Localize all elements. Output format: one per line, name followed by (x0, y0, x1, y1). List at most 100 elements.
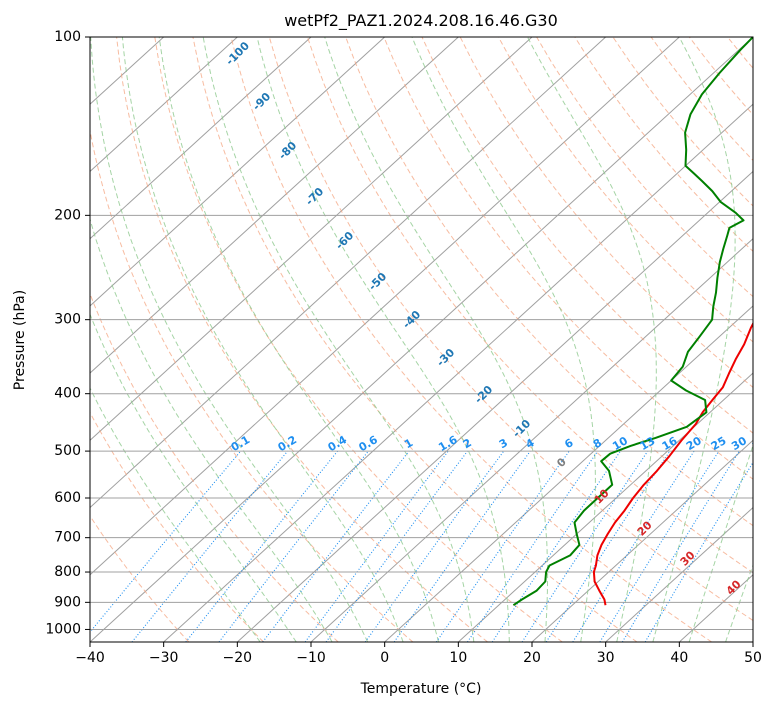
x-tick-label: 20 (523, 650, 541, 666)
x-tick-label: 0 (380, 650, 389, 666)
x-tick-label: 10 (449, 650, 467, 666)
dry-adiabat-line (307, 37, 753, 574)
dry-adiabat-label: -70 (303, 185, 326, 208)
y-tick-label: 700 (54, 530, 81, 546)
dry-adiabat-label: -90 (250, 90, 273, 113)
dry-adiabat-label: 20 (635, 518, 655, 538)
mixing-ratio-line (90, 450, 242, 633)
mixing-ratio-line (304, 450, 449, 642)
y-tick-label: 600 (54, 490, 81, 506)
moist-adiabat-line (725, 563, 753, 642)
y-tick-label: 200 (54, 207, 81, 223)
mixing-ratio-label: 3 (497, 436, 510, 451)
x-axis: −40 −30 −20 −10 0 10 20 30 40 50 (75, 642, 762, 666)
isotherm-line (90, 37, 386, 307)
x-tick-label: 40 (670, 650, 688, 666)
isotherm-line (90, 37, 680, 576)
isotherm-line (163, 103, 753, 642)
dry-adiabat-line (727, 37, 753, 69)
pressure-gridlines (90, 37, 753, 630)
isotherm-line (90, 37, 753, 642)
dry-adiabat-line (90, 515, 190, 642)
moist-adiabat-line (527, 37, 657, 642)
plot-frame (89, 36, 754, 643)
mixing-ratio-label: 10 (610, 434, 630, 453)
dry-adiabat-label: 40 (724, 577, 744, 597)
isotherm-line (531, 439, 753, 642)
moist-adiabat-line (652, 37, 736, 642)
dry-adiabat-line (497, 37, 753, 343)
dry-adiabat-line (90, 127, 414, 642)
isotherm-line (310, 237, 753, 642)
isotherm-line (752, 641, 753, 642)
y-tick-label: 500 (54, 443, 81, 459)
dry-adiabat-line (90, 292, 339, 642)
dry-adiabat-line (536, 37, 753, 298)
y-tick-label: 900 (54, 594, 81, 610)
mixing-ratio-label: 25 (709, 434, 729, 453)
dry-adiabat-line (268, 37, 753, 622)
moist-adiabat-line (90, 387, 261, 642)
mixing-ratio-line (131, 450, 289, 642)
y-tick-label: 100 (54, 29, 81, 45)
dry-adiabat-line (90, 411, 264, 642)
x-tick-label: −30 (149, 650, 179, 666)
dry-adiabat-line (421, 37, 753, 434)
dry-adiabat-label: -20 (472, 383, 495, 406)
dry-adiabat-line (116, 37, 488, 642)
isotherm-line (605, 506, 753, 642)
moist-adiabat-line (90, 217, 333, 642)
mixing-ratio-line (325, 450, 468, 642)
moist-adiabat-line (90, 313, 297, 642)
mixing-ratio-line (262, 450, 410, 642)
dry-adiabat-line (650, 37, 753, 162)
x-tick-label: 50 (744, 650, 762, 666)
temperature-profile (592, 321, 753, 606)
dewpoint-profile (512, 37, 753, 607)
moist-adiabat-line (90, 37, 369, 642)
mixing-ratio-line (572, 450, 695, 642)
isotherm-line (384, 305, 753, 642)
moist-adiabat-line (121, 37, 404, 642)
isotherm-line (90, 37, 607, 509)
dry-adiabat-line (574, 37, 753, 252)
mixing-ratio-line (491, 450, 621, 642)
x-tick-label: 30 (597, 650, 615, 666)
moist-adiabat-line (256, 37, 510, 642)
isotherm-line (457, 372, 753, 642)
dry-adiabat-label: 30 (678, 548, 698, 568)
moist-adiabat-line (202, 37, 475, 642)
y-axis-label: Pressure (hPa) (12, 290, 28, 390)
dry-adiabat-label: -50 (366, 270, 389, 293)
dry-adiabat-label: -60 (333, 229, 356, 252)
x-tick-label: −10 (296, 650, 326, 666)
dry-adiabat-line (192, 37, 638, 642)
mixing-ratio-line (364, 450, 505, 642)
moist-adiabat-line (688, 444, 753, 642)
moist-adiabat-line (324, 37, 549, 642)
mixing-ratio-line (521, 450, 649, 642)
isotherm-line (90, 37, 459, 374)
background-lines (90, 37, 775, 642)
mixing-ratio-label: 6 (562, 436, 575, 451)
mixing-ratio-line (185, 450, 339, 642)
mixing-ratio-line (435, 450, 570, 642)
dry-adiabat-line (230, 37, 712, 642)
mixing-ratio-line (218, 450, 369, 642)
mixing-ratio-label: 20 (684, 434, 704, 453)
mixing-ratio-line (621, 450, 740, 642)
chart-title: wetPf2_PAZ1.2024.208.16.46.G30 (284, 11, 558, 31)
mixing-ratio-line (545, 450, 671, 642)
mixing-ratio-line (644, 461, 753, 642)
moist-adiabat-line (158, 37, 439, 642)
x-tick-label: −40 (75, 650, 105, 666)
y-tick-label: 800 (54, 564, 81, 580)
mixing-ratio-label: 36 (750, 434, 770, 453)
dry-adiabat-label: -80 (276, 139, 299, 162)
dry-adiabat-line (154, 37, 563, 642)
dry-adiabat-line (345, 37, 753, 527)
mixing-ratio-label: 30 (729, 434, 749, 453)
moist-adiabat-line (411, 37, 596, 642)
dry-adiabat-line (766, 37, 775, 642)
